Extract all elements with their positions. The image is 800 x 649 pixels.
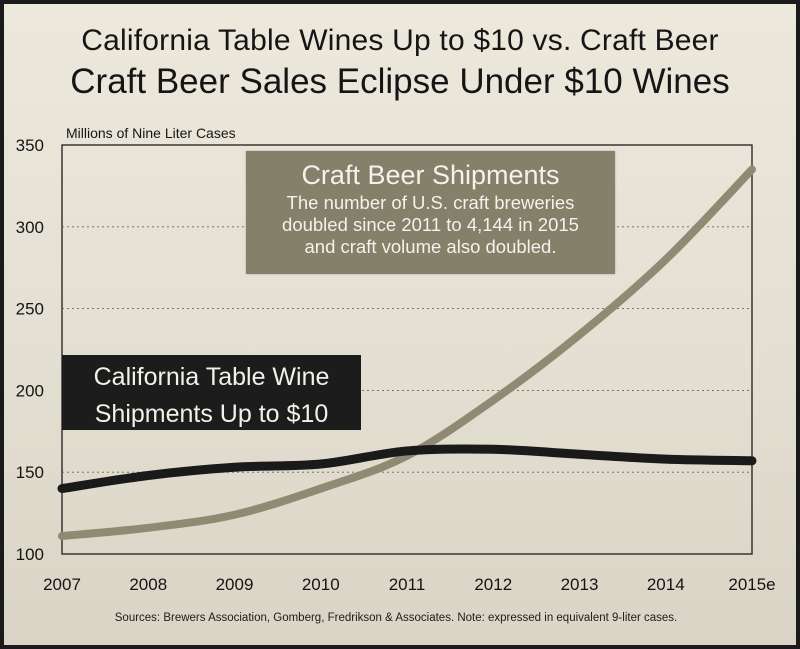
craft-beer-note-line: The number of U.S. craft breweries <box>286 192 575 213</box>
craft-beer-data-point <box>578 333 582 337</box>
wine-annotation: California Table Wine Shipments Up to $1… <box>62 355 361 430</box>
y-axis-label: Millions of Nine Liter Cases <box>66 125 236 141</box>
plot-area <box>61 144 753 555</box>
y-tick-label: 150 <box>16 463 44 482</box>
wine-data-point <box>491 447 495 451</box>
y-tick-label: 100 <box>16 545 44 564</box>
chart-title: California Table Wines Up to $10 vs. Cra… <box>81 24 719 57</box>
wine-data-point <box>578 452 582 456</box>
craft-beer-data-point <box>664 258 668 262</box>
wine-data-point <box>750 459 754 463</box>
craft-beer-data-point <box>60 534 64 538</box>
x-tick-label: 2008 <box>129 575 167 594</box>
x-tick-label: 2007 <box>43 575 81 594</box>
y-tick-label: 250 <box>16 300 44 319</box>
wine-data-point <box>664 457 668 461</box>
craft-beer-heading: Craft Beer Shipments <box>301 160 560 190</box>
wine-data-point <box>319 462 323 466</box>
x-tick-label: 2012 <box>474 575 512 594</box>
wine-label-line: California Table Wine <box>93 363 330 391</box>
wine-data-point <box>405 449 409 453</box>
chart-subtitle: Craft Beer Sales Eclipse Under $10 Wines <box>70 62 730 101</box>
wine-series-line <box>57 444 757 494</box>
craft-beer-annotation: Craft Beer Shipments The number of U.S. … <box>246 151 615 274</box>
craft-beer-data-point <box>750 168 754 172</box>
x-tick-label: 2015e <box>728 575 775 594</box>
craft-beer-data-point <box>319 487 323 491</box>
y-tick-label: 200 <box>16 381 44 400</box>
craft-beer-note-line: and craft volume also doubled. <box>304 236 557 257</box>
wine-data-point <box>60 487 64 491</box>
y-tick-label: 300 <box>16 218 44 237</box>
wine-data-point <box>233 465 237 469</box>
x-tick-label: 2010 <box>302 575 340 594</box>
x-tick-label: 2013 <box>561 575 599 594</box>
craft-beer-data-point <box>233 513 237 517</box>
source-note: Sources: Brewers Association, Gomberg, F… <box>114 612 678 624</box>
wine-label-line: Shipments Up to $10 <box>94 400 329 428</box>
x-tick-label: 2009 <box>216 575 254 594</box>
craft-beer-note-line: doubled since 2011 to 4,144 in 2015 <box>282 214 579 235</box>
x-tick-label: 2014 <box>647 575 685 594</box>
x-tick-label: 2011 <box>389 575 426 594</box>
craft-beer-data-point <box>146 526 150 530</box>
wine-data-point <box>146 473 150 477</box>
y-tick-label: 350 <box>16 136 44 155</box>
craft-beer-data-point <box>491 398 495 402</box>
